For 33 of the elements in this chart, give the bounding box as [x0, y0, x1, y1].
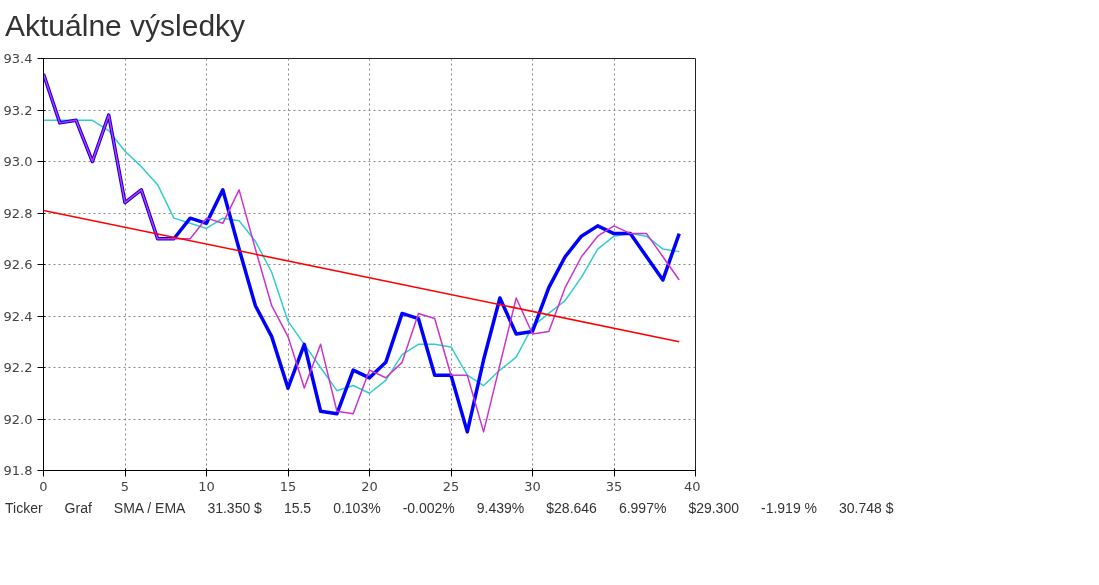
x-tick-label: 20 — [361, 478, 378, 494]
line-series — [43, 119, 680, 394]
text: 0.103% — [333, 499, 381, 516]
x-tick-label: 40 — [683, 478, 701, 494]
text: $29.300 — [688, 499, 739, 516]
y-tick-label: 92.6 — [3, 256, 33, 272]
x-tick-label: 25 — [442, 478, 460, 494]
y-tick-label: 92.2 — [3, 359, 33, 375]
y-tick-label: 92.8 — [3, 205, 33, 221]
x-tick-label: 30 — [524, 478, 541, 494]
text: Graf — [64, 499, 92, 516]
text: $28.646 — [546, 499, 597, 516]
text: 30.748 $ — [839, 499, 894, 516]
text: 15.5 — [283, 499, 312, 516]
text: 9.439% — [476, 499, 525, 516]
text: SMA / EMA — [113, 499, 186, 516]
text: 31.350 $ — [207, 499, 262, 516]
y-tick-label: 93.0 — [3, 153, 33, 169]
text: -0.002% — [402, 499, 455, 516]
x-tick-label: 5 — [120, 478, 130, 494]
y-tick-label: 93.2 — [3, 102, 33, 118]
x-tick-label: 0 — [39, 478, 48, 494]
x-tick-label: 10 — [198, 478, 215, 494]
text: Ticker — [5, 499, 43, 516]
text: 6.997% — [618, 499, 667, 516]
x-tick-label: 15 — [279, 478, 297, 494]
y-tick-label: 92.0 — [3, 411, 33, 427]
x-tick-label: 35 — [605, 478, 623, 494]
y-tick-label: 92.4 — [3, 308, 33, 324]
y-tick-label: 91.8 — [3, 462, 33, 478]
y-tick-label: 93.4 — [3, 50, 33, 66]
text: -1.919 % — [760, 499, 818, 516]
chart-title: Aktuálne výsledky — [5, 8, 246, 44]
